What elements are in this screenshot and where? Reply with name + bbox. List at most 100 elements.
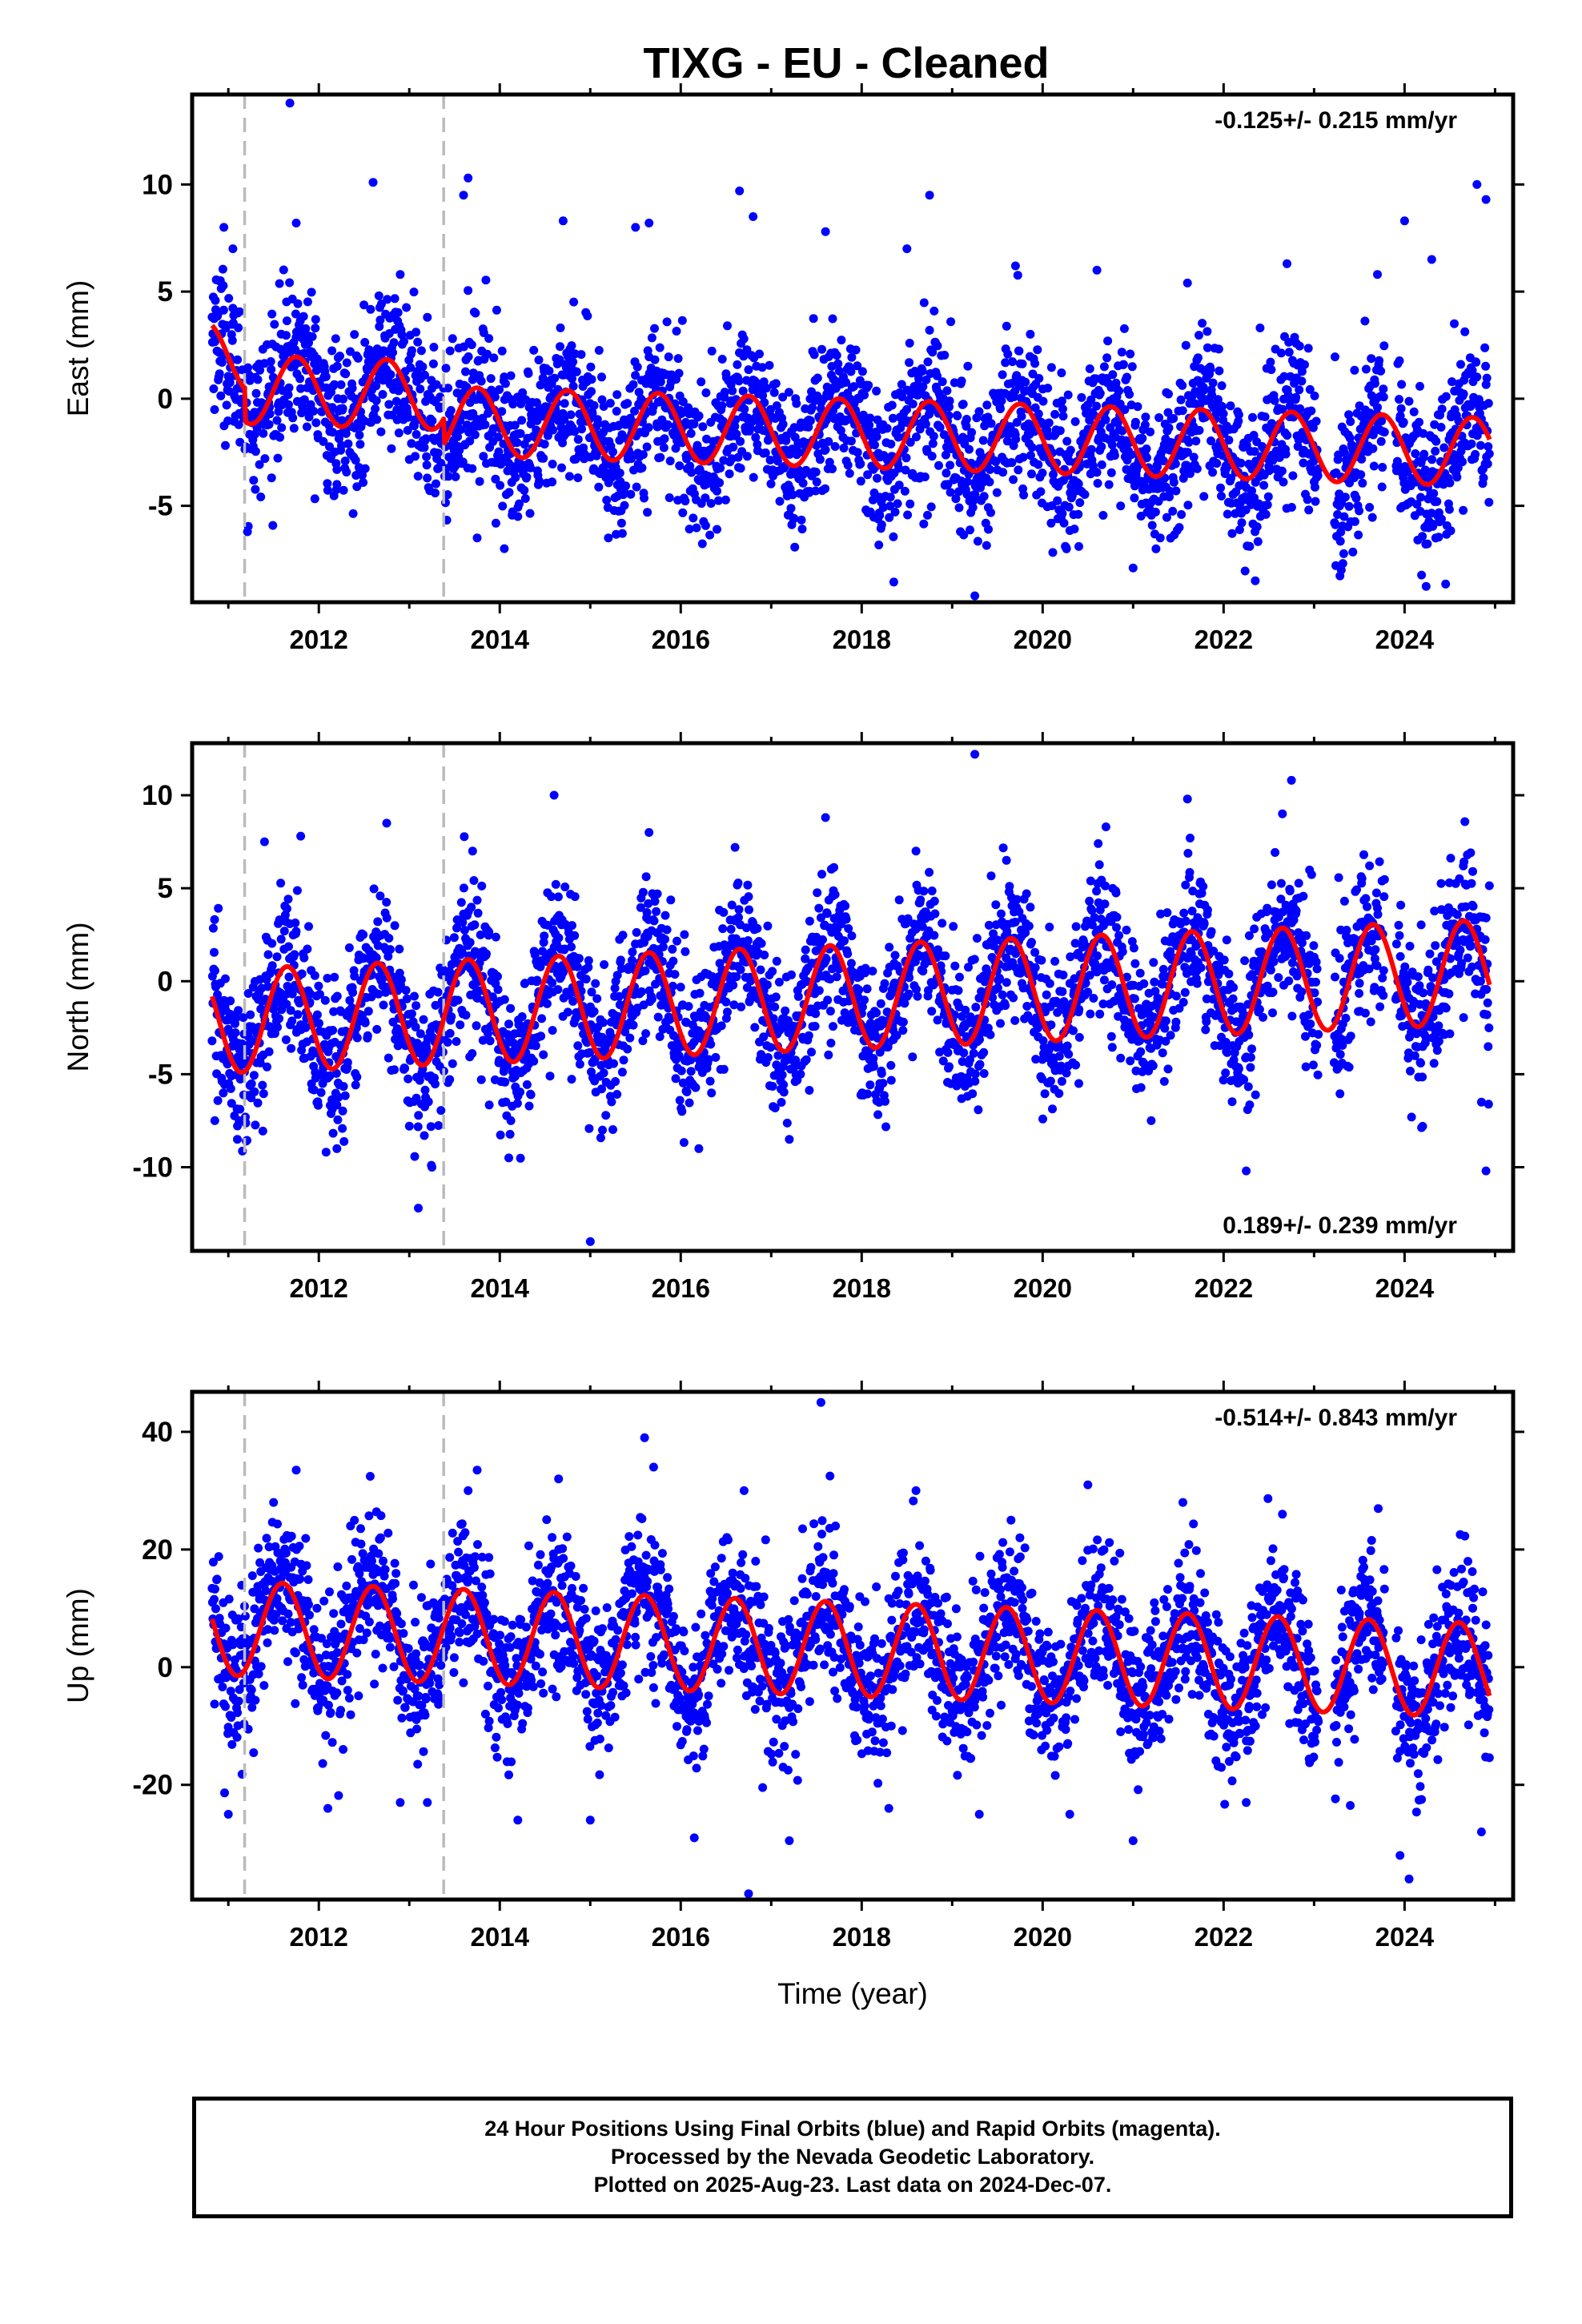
x-tick-label: 2016 bbox=[652, 625, 710, 654]
data-point bbox=[1472, 179, 1482, 189]
data-point bbox=[1417, 570, 1427, 580]
data-point bbox=[600, 960, 609, 969]
data-point bbox=[256, 493, 266, 501]
data-point bbox=[678, 1078, 688, 1088]
data-point bbox=[733, 360, 742, 369]
data-point bbox=[584, 1124, 594, 1133]
data-point bbox=[672, 327, 681, 336]
data-point bbox=[573, 473, 583, 483]
data-point bbox=[949, 922, 958, 931]
data-point bbox=[366, 304, 375, 314]
data-point bbox=[1178, 406, 1187, 416]
data-point bbox=[1154, 413, 1164, 422]
data-point bbox=[506, 1003, 516, 1013]
data-point bbox=[258, 1080, 267, 1090]
data-point bbox=[862, 984, 872, 994]
data-point bbox=[411, 452, 420, 461]
data-point bbox=[905, 499, 915, 509]
data-point bbox=[267, 961, 277, 971]
data-point bbox=[742, 452, 752, 461]
data-point bbox=[402, 303, 412, 312]
data-point bbox=[496, 1130, 505, 1140]
data-point bbox=[584, 963, 593, 972]
data-point bbox=[1033, 345, 1042, 355]
data-point bbox=[930, 306, 939, 316]
data-point bbox=[1177, 510, 1186, 519]
data-point bbox=[631, 371, 640, 380]
data-point bbox=[1117, 348, 1126, 357]
data-point bbox=[409, 287, 419, 297]
data-point bbox=[749, 212, 758, 221]
data-point bbox=[323, 974, 332, 983]
data-point bbox=[718, 924, 728, 934]
data-point bbox=[938, 377, 947, 387]
data-point bbox=[1234, 410, 1243, 420]
data-point bbox=[224, 294, 234, 303]
data-point bbox=[1365, 503, 1375, 512]
data-point bbox=[920, 472, 930, 481]
data-point bbox=[889, 577, 898, 587]
data-point bbox=[902, 244, 912, 254]
data-point bbox=[267, 939, 277, 948]
data-point bbox=[959, 1048, 969, 1058]
data-point bbox=[1373, 270, 1382, 279]
data-point bbox=[589, 1007, 599, 1016]
data-point bbox=[296, 384, 306, 393]
data-point bbox=[275, 279, 284, 288]
data-point bbox=[1074, 541, 1083, 551]
data-point bbox=[1287, 503, 1296, 512]
data-point bbox=[704, 1055, 713, 1064]
data-point bbox=[1092, 468, 1102, 477]
data-point bbox=[517, 416, 527, 425]
data-point bbox=[649, 916, 659, 926]
data-point bbox=[1169, 414, 1178, 423]
data-point bbox=[979, 1069, 989, 1078]
data-point bbox=[1481, 195, 1491, 204]
data-point bbox=[739, 352, 749, 361]
data-point bbox=[291, 309, 300, 319]
data-point bbox=[1456, 446, 1466, 456]
data-point bbox=[765, 360, 774, 370]
data-point bbox=[910, 957, 920, 967]
data-point bbox=[243, 989, 253, 998]
data-point bbox=[1021, 377, 1030, 387]
data-point bbox=[798, 478, 808, 488]
data-point bbox=[1266, 357, 1275, 367]
data-point bbox=[1340, 493, 1350, 502]
data-point bbox=[658, 942, 668, 951]
data-point bbox=[865, 420, 874, 430]
data-point bbox=[1377, 482, 1387, 492]
data-point bbox=[1128, 563, 1138, 573]
data-point bbox=[396, 975, 406, 984]
data-point bbox=[1012, 417, 1022, 427]
data-point bbox=[596, 1060, 606, 1070]
data-point bbox=[1058, 412, 1068, 421]
data-point bbox=[272, 952, 282, 962]
data-point bbox=[686, 1067, 696, 1076]
data-point bbox=[572, 367, 581, 376]
data-point bbox=[652, 889, 662, 899]
data-point bbox=[1095, 388, 1105, 398]
data-point bbox=[281, 331, 291, 340]
data-point bbox=[985, 477, 994, 487]
data-point bbox=[420, 443, 429, 452]
data-point bbox=[285, 278, 295, 287]
data-point bbox=[863, 1089, 873, 1099]
data-point bbox=[701, 388, 711, 397]
data-point bbox=[208, 923, 218, 933]
data-point bbox=[925, 867, 934, 877]
data-point bbox=[472, 533, 482, 543]
data-point bbox=[788, 490, 797, 500]
data-point bbox=[1310, 391, 1319, 400]
data-point bbox=[1192, 464, 1202, 473]
data-point bbox=[893, 499, 902, 509]
data-point bbox=[276, 935, 286, 944]
data-point bbox=[875, 511, 885, 521]
data-point bbox=[1002, 436, 1012, 446]
data-point bbox=[564, 472, 574, 481]
data-point bbox=[1027, 443, 1037, 452]
data-point bbox=[1222, 464, 1231, 473]
data-point bbox=[737, 1002, 746, 1011]
data-point bbox=[1110, 451, 1119, 460]
